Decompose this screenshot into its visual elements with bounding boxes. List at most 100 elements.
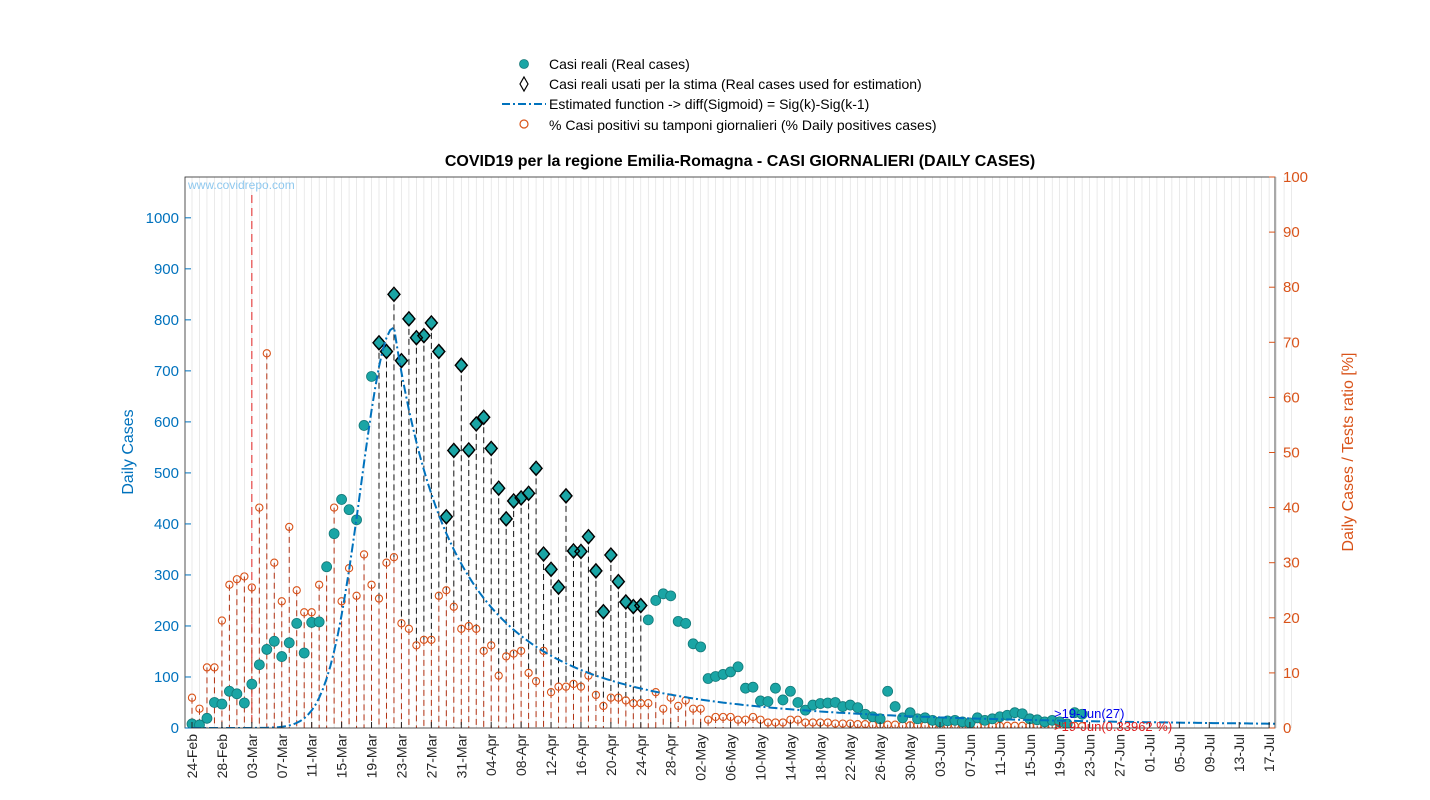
ratio-point (546, 688, 556, 697)
real-case-point (298, 647, 310, 659)
estimation-point (588, 562, 603, 579)
ratio-point (703, 715, 713, 724)
x-tick-label: 05-Jul (1171, 734, 1187, 772)
ratio-point (442, 586, 451, 595)
estimation-point (611, 573, 626, 590)
real-case-point (268, 635, 280, 647)
estimation-point (454, 357, 469, 374)
x-tick-label: 03-Jun (932, 734, 948, 777)
real-case-point (732, 661, 744, 673)
x-tick-label: 12-Apr (543, 734, 559, 776)
real-case-point (553, 581, 564, 593)
real-case-point (253, 659, 265, 671)
real-case-point (605, 549, 617, 561)
ratio-point (367, 580, 376, 589)
left-tick-label: 200 (154, 618, 179, 635)
ratio-point (494, 671, 503, 680)
last-cases-annotation: >19-Jun(27) (1054, 706, 1124, 721)
ratio-point (659, 704, 668, 713)
ratio-point (539, 646, 548, 656)
estimation-point (521, 485, 536, 502)
x-tick-label: 28-Feb (214, 734, 230, 779)
estimation-point (506, 492, 521, 510)
real-case-point (463, 444, 475, 456)
real-case-point (246, 678, 258, 690)
estimate-line-series (192, 325, 1275, 728)
real-case-point (770, 682, 781, 694)
real-case-point (366, 371, 377, 382)
real-case-point (785, 685, 796, 697)
stems (191, 294, 1083, 728)
real-case-point (485, 443, 497, 454)
x-tick-label: 16-Apr (573, 734, 589, 776)
ratio-point (509, 649, 518, 658)
estimation-point (387, 286, 401, 303)
ratio-point (352, 591, 361, 600)
ratio-point (726, 712, 735, 722)
ratio-point (240, 572, 249, 581)
right-tick-label: 30 (1283, 555, 1300, 572)
x-tick-label: 07-Jun (962, 734, 978, 777)
estimation-cases-series (372, 286, 648, 620)
estimation-point (574, 543, 588, 560)
right-axis: 0 10 20 30 40 50 60 70 80 90 100 (1269, 169, 1308, 737)
right-tick-label: 70 (1283, 334, 1300, 351)
real-case-point (201, 712, 213, 724)
real-case-point (852, 702, 864, 713)
right-tick-label: 50 (1283, 445, 1300, 462)
real-case-point (455, 359, 467, 371)
ratio-point (217, 616, 227, 625)
x-tick-label: 24-Feb (184, 734, 200, 779)
real-case-point (650, 595, 662, 606)
real-case-point (403, 313, 415, 325)
x-tick-label: 15-Mar (334, 734, 350, 779)
real-case-point (194, 719, 205, 728)
x-tick-label: 31-Mar (453, 734, 469, 779)
x-tick-label: 22-May (842, 734, 858, 781)
ratio-point (621, 696, 630, 705)
x-tick-label: 28-Apr (663, 734, 679, 776)
estimation-point (499, 510, 514, 527)
real-case-point (560, 490, 572, 502)
ratio-point (457, 624, 466, 633)
x-tick-label: 13-Jul (1231, 734, 1247, 772)
right-tick-label: 80 (1283, 279, 1300, 296)
x-tick-label: 09-Jul (1201, 734, 1217, 772)
ratio-point (793, 715, 803, 724)
estimation-point (536, 545, 551, 563)
right-tick-label: 90 (1283, 224, 1300, 241)
ratio-point (464, 621, 473, 631)
ratio-point (404, 624, 414, 633)
ratio-point (412, 641, 421, 650)
real-case-point (283, 637, 295, 649)
ratio-point (778, 718, 788, 727)
real-case-point (792, 697, 804, 708)
estimation-point (559, 487, 573, 504)
x-tick-label: 14-May (782, 734, 798, 781)
ratio-point (232, 575, 242, 584)
estimation-point (409, 329, 424, 346)
ratio-point (741, 715, 750, 724)
ratio-point (487, 641, 496, 650)
left-axis: 0 100 200 300 400 500 600 700 800 900 1000 (146, 210, 191, 737)
ratio-point (382, 558, 391, 567)
ratio-point (262, 349, 271, 358)
ratio-point (472, 624, 481, 633)
ratio-point (449, 602, 458, 611)
ratio-point (479, 646, 488, 656)
estimation-point (446, 442, 461, 459)
real-case-point (725, 666, 736, 678)
x-tick-label: 20-Apr (603, 734, 619, 776)
real-case-point (590, 565, 602, 577)
x-tick-label: 15-Jun (1022, 734, 1038, 777)
real-case-point (530, 462, 542, 474)
ratio-point (614, 693, 623, 702)
ratio-point (270, 558, 279, 567)
real-case-point (889, 701, 901, 712)
right-tick-label: 60 (1283, 389, 1300, 406)
ratio-point (277, 597, 286, 606)
x-tick-label: 19-Jun (1052, 734, 1068, 777)
estimation-point (439, 508, 454, 525)
estimation-point (596, 603, 611, 620)
ratio-point (329, 503, 339, 512)
